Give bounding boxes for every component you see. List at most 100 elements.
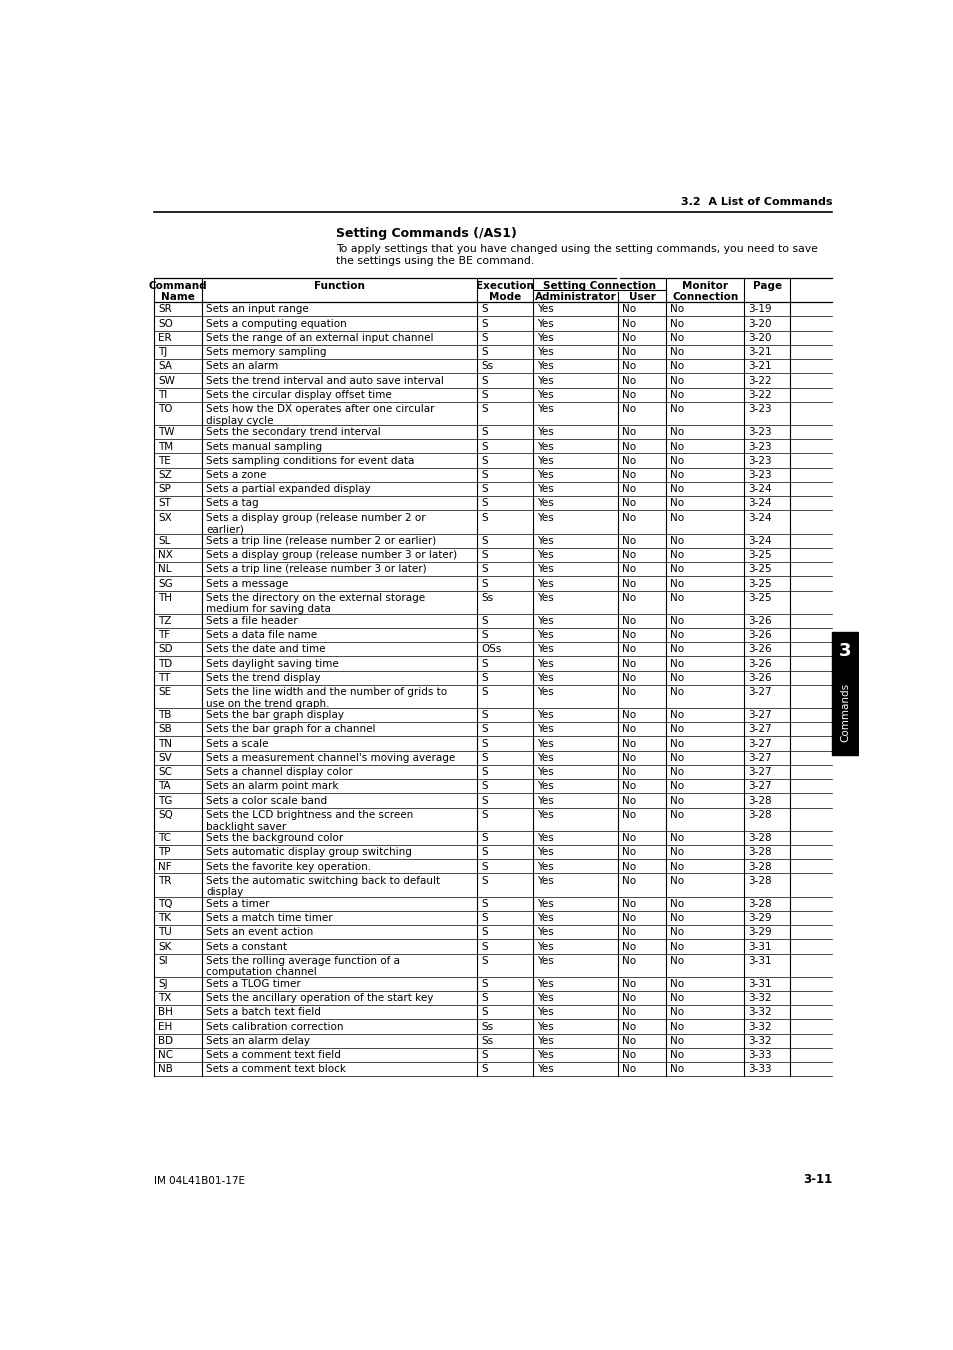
Text: ST: ST: [158, 498, 171, 509]
Text: S: S: [480, 616, 487, 626]
Text: Yes: Yes: [537, 319, 553, 328]
Text: No: No: [621, 644, 636, 655]
Text: 3-22: 3-22: [747, 375, 771, 386]
Text: S: S: [480, 375, 487, 386]
Text: Sets manual sampling: Sets manual sampling: [206, 441, 322, 451]
Text: Sets calibration correction: Sets calibration correction: [206, 1022, 343, 1031]
Text: 3-21: 3-21: [747, 347, 771, 358]
Text: Ss: Ss: [480, 1022, 493, 1031]
Text: Yes: Yes: [537, 630, 553, 640]
Text: No: No: [670, 644, 683, 655]
Text: S: S: [480, 848, 487, 857]
Text: Sets an event action: Sets an event action: [206, 927, 313, 937]
Text: Yes: Yes: [537, 1022, 553, 1031]
Text: TO: TO: [158, 404, 172, 414]
Text: No: No: [621, 782, 636, 791]
Text: SB: SB: [158, 725, 172, 734]
Text: No: No: [621, 630, 636, 640]
Text: Sets the ancillary operation of the start key: Sets the ancillary operation of the star…: [206, 994, 433, 1003]
Text: No: No: [670, 795, 683, 806]
Text: No: No: [670, 404, 683, 414]
Text: No: No: [670, 630, 683, 640]
Text: Yes: Yes: [537, 362, 553, 371]
Text: Sets a computing equation: Sets a computing equation: [206, 319, 347, 328]
Text: Yes: Yes: [537, 913, 553, 923]
Text: Yes: Yes: [537, 305, 553, 315]
Text: 3-27: 3-27: [747, 687, 771, 697]
Text: No: No: [670, 942, 683, 952]
Text: No: No: [621, 725, 636, 734]
Text: NB: NB: [158, 1064, 172, 1075]
Text: TQ: TQ: [158, 899, 172, 909]
Text: No: No: [670, 725, 683, 734]
Text: S: S: [480, 630, 487, 640]
Text: S: S: [480, 1064, 487, 1075]
Text: Sets a display group (release number 3 or later): Sets a display group (release number 3 o…: [206, 549, 456, 560]
Text: S: S: [480, 876, 487, 886]
Text: Sets a match time timer: Sets a match time timer: [206, 913, 333, 923]
Text: No: No: [621, 1064, 636, 1075]
Text: Execution: Execution: [476, 281, 534, 290]
Text: TG: TG: [158, 795, 172, 806]
Text: Sets the LCD brightness and the screen
backlight saver: Sets the LCD brightness and the screen b…: [206, 810, 413, 832]
Text: No: No: [621, 564, 636, 574]
Text: Yes: Yes: [537, 441, 553, 451]
Text: TB: TB: [158, 710, 172, 721]
Text: TA: TA: [158, 782, 171, 791]
Text: No: No: [670, 498, 683, 509]
Text: 3-26: 3-26: [747, 644, 771, 655]
Text: Sets a TLOG timer: Sets a TLOG timer: [206, 979, 300, 990]
Text: S: S: [480, 767, 487, 778]
Text: No: No: [621, 687, 636, 697]
Text: SA: SA: [158, 362, 172, 371]
Text: 3-20: 3-20: [747, 319, 770, 328]
Text: No: No: [670, 513, 683, 522]
Text: Yes: Yes: [537, 404, 553, 414]
Text: No: No: [670, 861, 683, 872]
Text: Setting Commands (/AS1): Setting Commands (/AS1): [335, 227, 517, 240]
Text: Yes: Yes: [537, 710, 553, 721]
Text: SV: SV: [158, 753, 172, 763]
Text: Commands: Commands: [840, 683, 849, 743]
Text: No: No: [670, 753, 683, 763]
Text: No: No: [670, 427, 683, 437]
Text: Sets a file header: Sets a file header: [206, 616, 297, 626]
Text: 3-29: 3-29: [747, 913, 771, 923]
Text: No: No: [621, 470, 636, 481]
Text: Sets a constant: Sets a constant: [206, 942, 287, 952]
Text: SQ: SQ: [158, 810, 172, 819]
Text: Yes: Yes: [537, 810, 553, 819]
Text: Yes: Yes: [537, 536, 553, 545]
Text: User: User: [628, 292, 655, 302]
Text: Yes: Yes: [537, 333, 553, 343]
Text: No: No: [670, 1035, 683, 1046]
Text: S: S: [480, 456, 487, 466]
Text: 3-28: 3-28: [747, 833, 771, 842]
Text: S: S: [480, 659, 487, 668]
Text: Yes: Yes: [537, 644, 553, 655]
Text: No: No: [621, 441, 636, 451]
Text: 3-23: 3-23: [747, 427, 771, 437]
Text: Yes: Yes: [537, 390, 553, 400]
Text: SD: SD: [158, 644, 172, 655]
Text: 3-27: 3-27: [747, 738, 771, 749]
Text: No: No: [670, 347, 683, 358]
Text: TC: TC: [158, 833, 171, 842]
Text: Yes: Yes: [537, 659, 553, 668]
Text: Yes: Yes: [537, 876, 553, 886]
Text: No: No: [670, 1050, 683, 1060]
Text: Sets a message: Sets a message: [206, 579, 288, 589]
Text: S: S: [480, 979, 487, 990]
Text: 3-28: 3-28: [747, 861, 771, 872]
Text: SP: SP: [158, 485, 171, 494]
Text: 3-26: 3-26: [747, 672, 771, 683]
Text: Ss: Ss: [480, 593, 493, 603]
Text: Sets the bar graph display: Sets the bar graph display: [206, 710, 344, 721]
Text: No: No: [621, 305, 636, 315]
Text: No: No: [670, 319, 683, 328]
Text: Sets the circular display offset time: Sets the circular display offset time: [206, 390, 392, 400]
Text: Sets a tag: Sets a tag: [206, 498, 258, 509]
Text: Yes: Yes: [537, 942, 553, 952]
Text: TK: TK: [158, 913, 171, 923]
Text: S: S: [480, 899, 487, 909]
